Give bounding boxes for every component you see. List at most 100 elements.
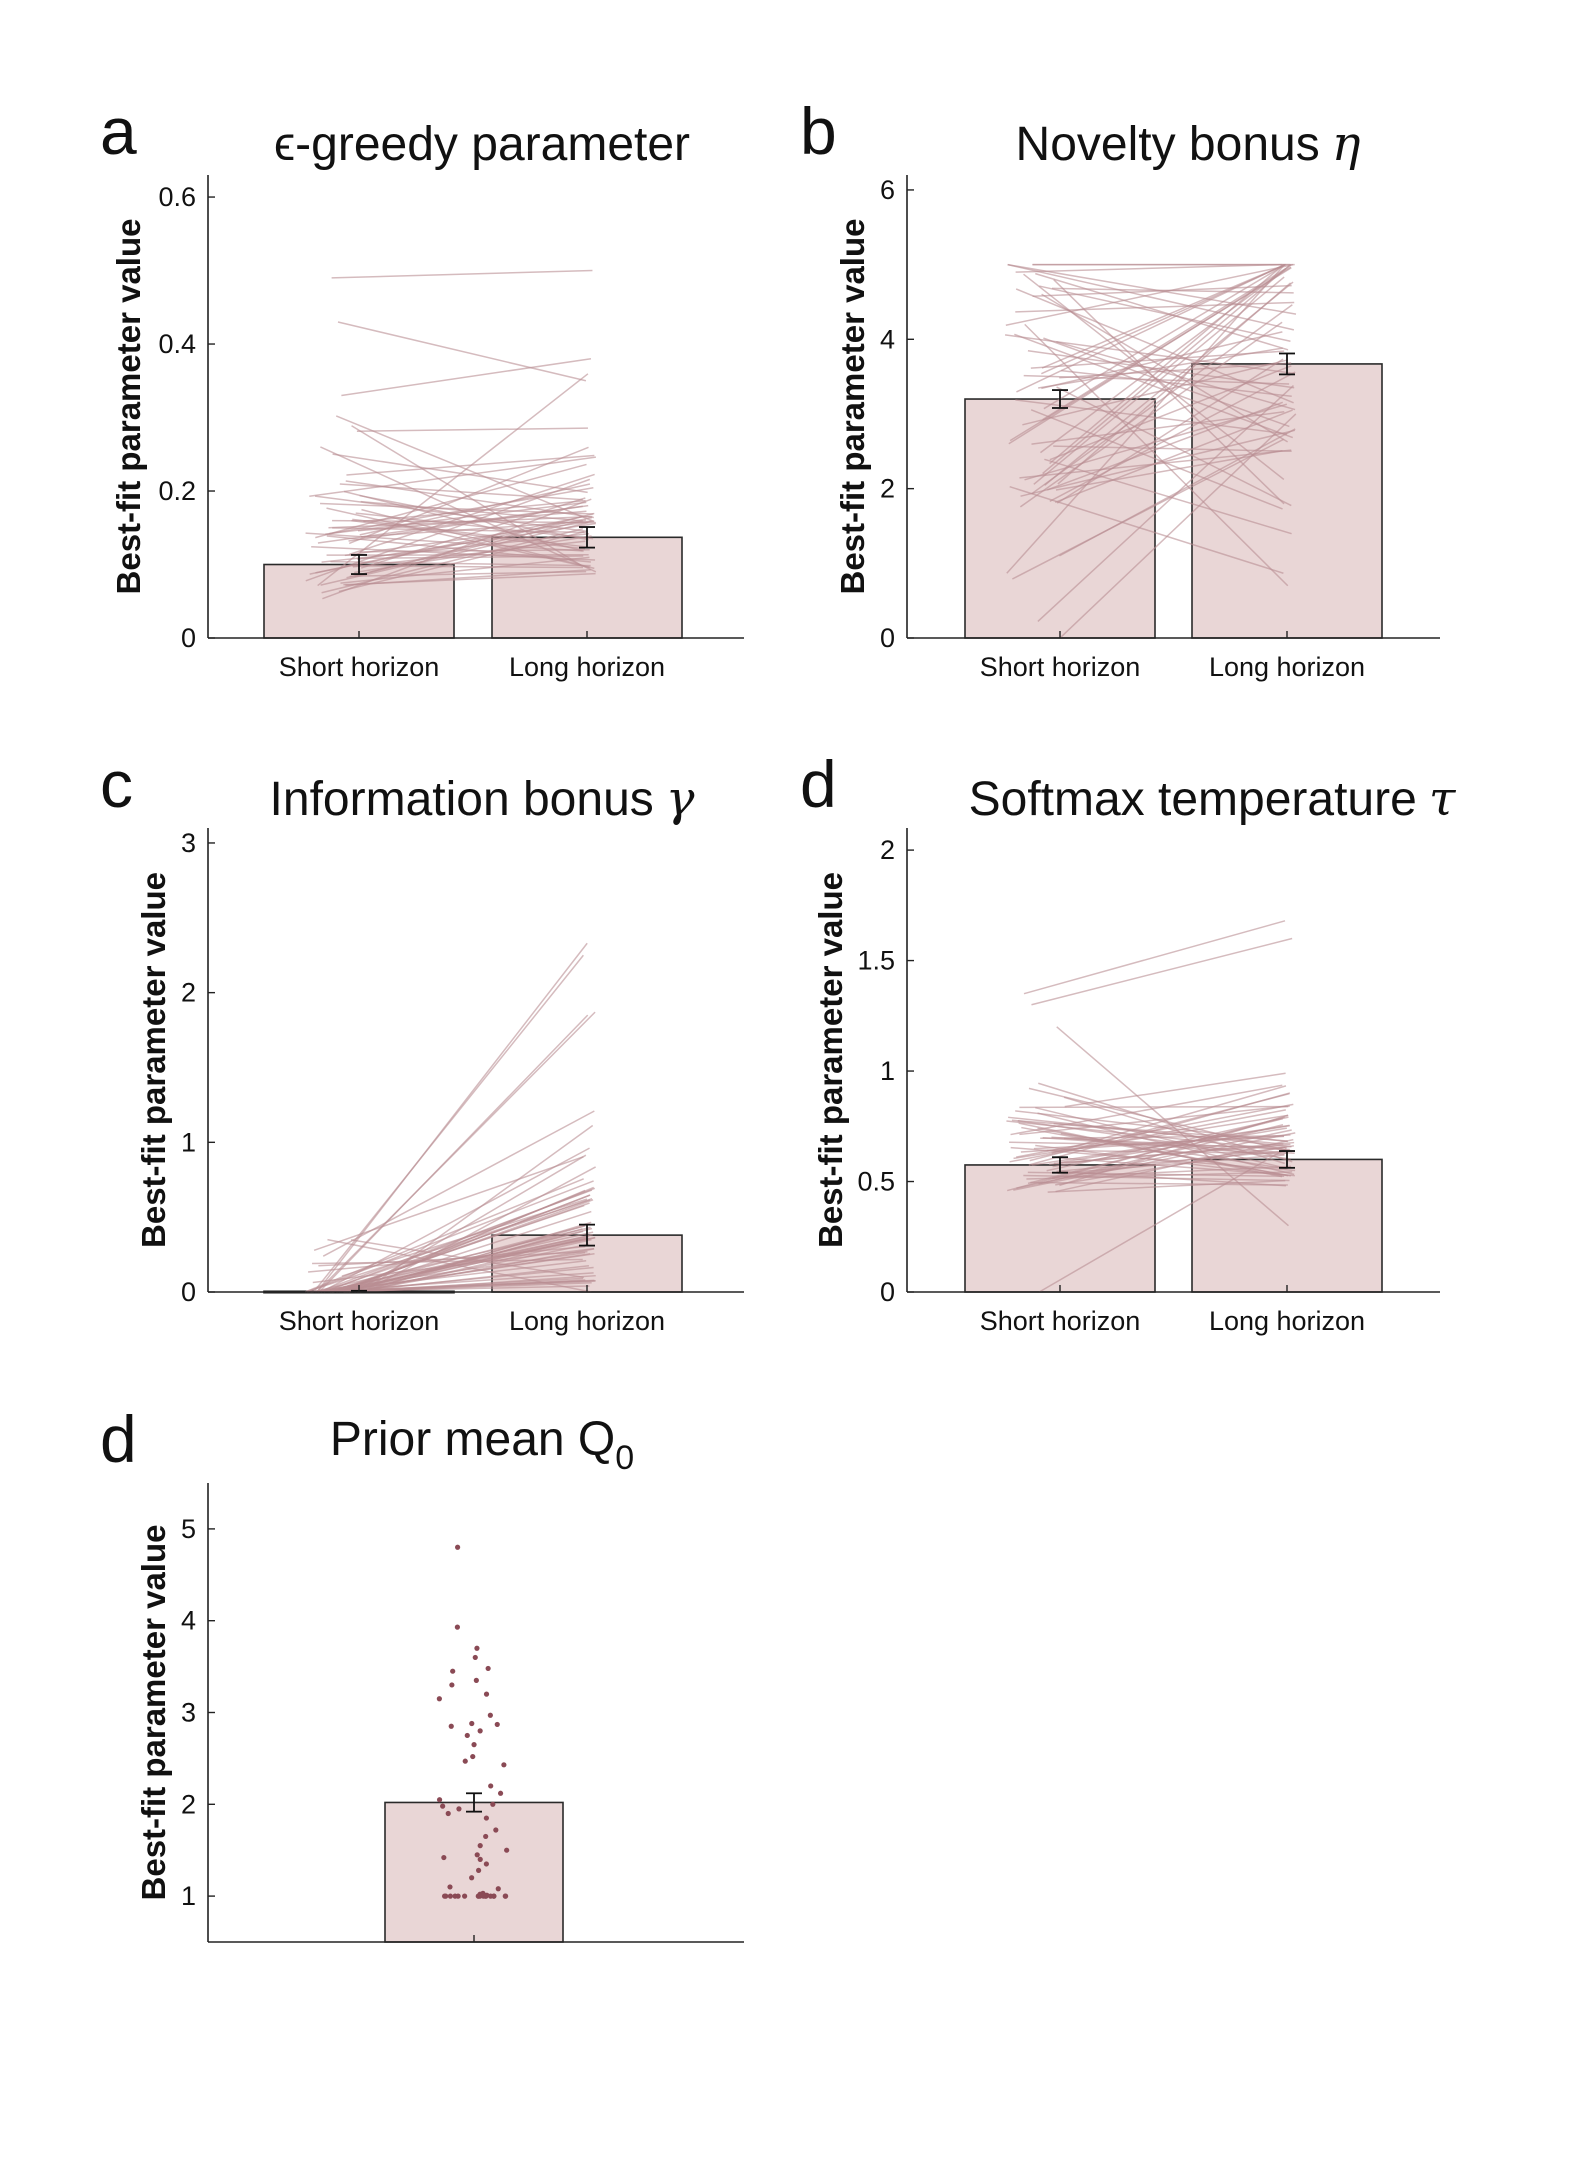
subject-line: [346, 519, 587, 579]
subject-line: [361, 508, 595, 570]
data-point: [503, 1893, 509, 1899]
subject-line: [1028, 1092, 1291, 1166]
y-axis-label: Best-fit parameter value: [135, 872, 172, 1248]
data-point: [474, 1852, 480, 1858]
chart-panel-5: d Prior mean Q0 Best-fit parameter value 1 2…: [100, 1402, 744, 1943]
y-tick-label: 1: [880, 1056, 895, 1086]
subject-line: [1023, 920, 1286, 995]
y-axis-label: Best-fit parameter value: [834, 219, 871, 595]
subject-line: [348, 504, 589, 542]
subject-line: [1005, 263, 1294, 326]
subject-line: [1042, 1137, 1285, 1156]
error-bar: [579, 526, 595, 549]
data-point: [487, 1893, 494, 1899]
subject-line: [350, 1239, 584, 1279]
error-bar: [1279, 352, 1295, 376]
chart-panel-1: a ϵ-greedy parameter Best-fit parameter va…: [100, 94, 744, 682]
chart-title: Novelty bonus η: [1016, 116, 1361, 172]
y-tick-label: 3: [181, 1698, 196, 1728]
subject-line: [318, 1014, 589, 1293]
subject-lines: [1006, 920, 1296, 1293]
y-tick-label: 0: [880, 1277, 895, 1307]
chart-title: Softmax temperature τ: [969, 771, 1457, 827]
data-point: [487, 1712, 493, 1718]
data-point: [455, 1893, 461, 1899]
subject-line: [1055, 449, 1283, 491]
subject-line: [341, 357, 592, 397]
subject-line: [337, 321, 587, 382]
y-tick-label: 0: [181, 623, 196, 653]
subject-line: [1011, 1119, 1288, 1142]
chart-title-text: Novelty bonus: [1016, 118, 1320, 171]
subject-line: [1043, 337, 1290, 428]
subject-line: [351, 519, 586, 550]
error-bar: [1052, 389, 1068, 409]
data-point: [477, 1728, 483, 1734]
subject-line: [1038, 1082, 1293, 1163]
error-bar: [1279, 1150, 1295, 1169]
subject-line: [1059, 413, 1297, 639]
subject-line: [1037, 384, 1294, 622]
subject-line: [1027, 350, 1295, 389]
subject-line: [355, 512, 594, 540]
data-point: [450, 1668, 456, 1674]
subject-line: [1008, 266, 1292, 445]
error-bar: [1052, 1156, 1068, 1174]
chart-title-subscript: 0: [615, 1439, 634, 1477]
y-tick-label: 2: [880, 474, 895, 504]
subject-line: [1030, 409, 1283, 510]
subject-line: [1007, 263, 1295, 331]
subject-line: [1056, 1026, 1289, 1227]
subject-line: [304, 1178, 584, 1293]
data-point: [474, 1645, 480, 1651]
subject-line: [1044, 458, 1292, 535]
data-point: [483, 1833, 489, 1840]
bar: [964, 1164, 1156, 1293]
chart-title: Prior mean Q0: [330, 1413, 634, 1477]
data-point: [501, 1762, 507, 1768]
data-point: [477, 1843, 483, 1849]
y-tick-label: 1: [181, 1127, 196, 1157]
data-point: [473, 1677, 479, 1683]
x-tick-label: Long horizon: [1209, 1306, 1365, 1336]
subject-line: [343, 572, 596, 586]
y-axis-label: Best-fit parameter value: [110, 219, 147, 595]
data-point: [447, 1893, 453, 1899]
subject-line: [1019, 321, 1283, 508]
x-tick-label: Short horizon: [980, 1306, 1141, 1336]
subject-line: [1054, 409, 1293, 504]
y-tick-label: 0.4: [158, 329, 196, 359]
subject-lines: [304, 942, 596, 1293]
chart-title: Information bonus γ: [270, 771, 695, 827]
subject-line: [359, 1221, 592, 1293]
subject-line: [361, 1238, 592, 1293]
subject-line: [334, 1199, 594, 1293]
subject-line: [1015, 263, 1283, 273]
y-tick-label: 0.5: [857, 1167, 895, 1197]
chart-title-symbol: η: [1332, 116, 1361, 172]
chart-title-text: Prior mean Q: [330, 1413, 615, 1466]
bar: [384, 1801, 564, 1943]
subject-line: [1020, 429, 1296, 497]
subject-line: [317, 1260, 587, 1293]
subject-line: [1054, 1156, 1295, 1177]
subject-line: [1039, 285, 1291, 342]
data-point: [441, 1854, 447, 1861]
subject-line: [1024, 403, 1288, 481]
subject-line: [328, 515, 593, 529]
subject-line: [1015, 288, 1294, 404]
subject-line: [1012, 438, 1284, 580]
subject-line: [309, 516, 583, 575]
subject-line: [330, 560, 591, 567]
subject-line: [1043, 263, 1286, 410]
y-tick-label: 0: [880, 623, 895, 653]
y-tick-label: 1.5: [857, 946, 895, 976]
data-point: [477, 1856, 483, 1862]
x-tick-label: Long horizon: [509, 652, 665, 682]
subject-line: [1006, 264, 1286, 574]
subject-line: [1015, 301, 1295, 313]
data-point: [483, 1861, 489, 1867]
subject-line: [340, 556, 590, 584]
y-tick-label: 5: [181, 1514, 196, 1544]
subject-line: [356, 1274, 596, 1293]
